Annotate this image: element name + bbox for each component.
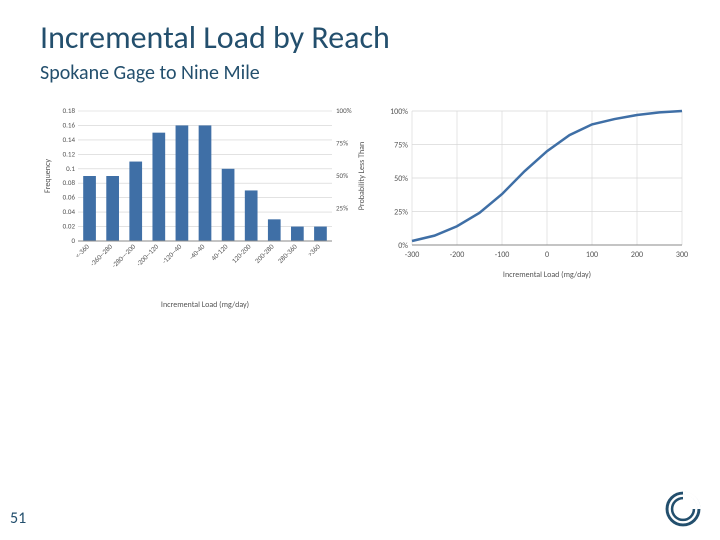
freq-bar bbox=[83, 176, 96, 241]
line-xtick: -300 bbox=[405, 250, 420, 260]
bar-xtick: -200--120 bbox=[134, 242, 160, 268]
page-title: Incremental Load by Reach bbox=[40, 18, 688, 57]
freq-bar bbox=[199, 125, 212, 241]
bar-xtick: <-360 bbox=[73, 242, 91, 260]
line-ytick: 100% bbox=[390, 107, 408, 117]
bar-ytick: 0.08 bbox=[63, 178, 76, 187]
line-xtick: 200 bbox=[631, 250, 643, 260]
cdf-line-chart: 0%25%50%75%100%-300-200-1000100200300Inc… bbox=[380, 103, 680, 263]
freq-bar bbox=[245, 190, 258, 241]
bar-xtick: -40-40 bbox=[187, 242, 207, 262]
bar-right-ytick: 100% bbox=[336, 106, 352, 115]
freq-bar bbox=[106, 176, 119, 241]
line-xtick: -100 bbox=[495, 250, 510, 260]
bar-xtick: 280-360 bbox=[276, 242, 299, 265]
bar-xtick: >360 bbox=[306, 242, 323, 259]
freq-bar bbox=[291, 227, 304, 241]
line-ytick: 25% bbox=[394, 208, 408, 218]
bar-xlabel: Incremental Load (mg/day) bbox=[161, 300, 249, 310]
line-xtick: 300 bbox=[676, 250, 688, 260]
bar-ylabel: Frequency bbox=[43, 159, 53, 193]
freq-bar bbox=[152, 133, 165, 241]
line-xtick: 100 bbox=[586, 250, 598, 260]
line-xtick: -200 bbox=[450, 250, 465, 260]
bar-right-ytick: 50% bbox=[336, 171, 348, 180]
bar-ytick: 0.1 bbox=[66, 164, 75, 173]
freq-bar bbox=[222, 169, 235, 241]
bar-ytick: 0.14 bbox=[63, 135, 76, 144]
line-xlabel: Incremental Load (mg/day) bbox=[503, 270, 591, 280]
bar-ytick: 0.12 bbox=[63, 149, 76, 158]
bar-xtick: 40-120 bbox=[209, 242, 230, 263]
bar-xtick: 200-280 bbox=[253, 242, 276, 265]
freq-bar bbox=[129, 162, 142, 241]
bar-right-ytick: 25% bbox=[336, 204, 348, 213]
freq-bar bbox=[176, 125, 189, 241]
bar-xtick: 120-200 bbox=[230, 242, 253, 265]
swirl-logo-icon bbox=[662, 488, 704, 530]
bar-ytick: 0.18 bbox=[63, 106, 76, 115]
bar-xtick: -280---200 bbox=[110, 242, 138, 270]
line-ytick: 75% bbox=[394, 141, 408, 151]
bar-ytick: 0.04 bbox=[63, 207, 76, 216]
line-chart-svg: 0%25%50%75%100%-300-200-1000100200300Inc… bbox=[380, 103, 690, 283]
bar-ytick: 0.02 bbox=[63, 222, 76, 231]
bar-xtick: -120--40 bbox=[160, 242, 184, 266]
bar-chart-svg: 0 0.02 0.04 0.06 0.08 0.1 0.12 0.14 0.16 0.18 25% 5… bbox=[40, 103, 370, 313]
line-ytick: 50% bbox=[394, 174, 408, 184]
page-subtitle: Spokane Gage to Nine Mile bbox=[40, 61, 688, 85]
freq-bar bbox=[268, 219, 281, 241]
frequency-bar-chart: 0 0.02 0.04 0.06 0.08 0.1 0.12 0.14 0.16 0.18 25% 5… bbox=[40, 103, 370, 293]
bar-right-ytick: 75% bbox=[336, 139, 348, 148]
page-number: 51 bbox=[10, 509, 26, 528]
chart-row: 0 0.02 0.04 0.06 0.08 0.1 0.12 0.14 0.16 0.18 25% 5… bbox=[40, 103, 688, 293]
line-xtick: 0 bbox=[545, 250, 549, 260]
bar-ytick: 0.06 bbox=[63, 193, 76, 202]
freq-bar bbox=[314, 227, 327, 241]
bar-ytick: 0 bbox=[71, 236, 75, 245]
bar-right-ylabel: Probability Less Than bbox=[357, 142, 367, 210]
bar-ytick: 0.16 bbox=[63, 120, 76, 129]
